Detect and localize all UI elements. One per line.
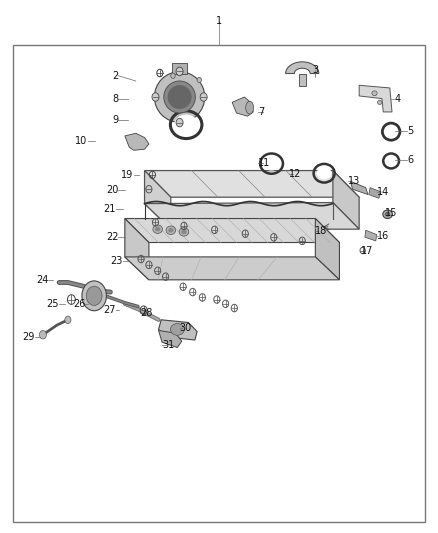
Text: 1: 1 (216, 17, 222, 26)
Circle shape (82, 281, 106, 311)
Ellipse shape (167, 85, 191, 109)
Bar (172, 63, 187, 74)
Text: 31: 31 (162, 340, 174, 350)
Circle shape (86, 286, 102, 305)
Polygon shape (350, 181, 368, 195)
Circle shape (176, 67, 183, 76)
Ellipse shape (164, 81, 195, 113)
Ellipse shape (170, 324, 184, 335)
Ellipse shape (179, 228, 189, 236)
Ellipse shape (155, 227, 160, 231)
Text: 14: 14 (377, 187, 389, 197)
Ellipse shape (181, 230, 187, 234)
Ellipse shape (263, 157, 280, 171)
Ellipse shape (317, 167, 332, 179)
Polygon shape (333, 171, 359, 229)
Polygon shape (159, 330, 182, 348)
Text: 18: 18 (315, 226, 328, 236)
Text: 17: 17 (361, 246, 374, 255)
Text: 13: 13 (348, 176, 360, 186)
Text: 2: 2 (112, 71, 118, 80)
Text: 11: 11 (258, 158, 271, 167)
Text: 7: 7 (258, 107, 265, 117)
Text: 26: 26 (73, 299, 85, 309)
Polygon shape (125, 219, 149, 280)
Text: 12: 12 (289, 169, 301, 179)
Text: 29: 29 (23, 332, 35, 342)
Polygon shape (365, 230, 377, 241)
Text: 30: 30 (180, 323, 192, 333)
Circle shape (197, 77, 201, 83)
Circle shape (39, 330, 46, 339)
Circle shape (146, 185, 152, 193)
Ellipse shape (154, 72, 205, 123)
Text: 23: 23 (110, 256, 123, 266)
Text: 6: 6 (407, 155, 413, 165)
Ellipse shape (153, 225, 162, 233)
Ellipse shape (386, 156, 396, 166)
Polygon shape (232, 97, 253, 116)
Circle shape (200, 93, 207, 101)
Polygon shape (125, 133, 149, 150)
Text: 10: 10 (75, 136, 88, 146)
Text: 28: 28 (140, 308, 152, 318)
Bar (13, 45, 425, 522)
Text: 27: 27 (103, 305, 116, 315)
Text: 4: 4 (394, 94, 400, 103)
Text: 16: 16 (377, 231, 389, 240)
Ellipse shape (385, 126, 397, 138)
Ellipse shape (168, 228, 173, 232)
Ellipse shape (383, 210, 392, 219)
Ellipse shape (378, 100, 382, 104)
Circle shape (171, 73, 175, 78)
Polygon shape (145, 171, 359, 197)
Polygon shape (159, 320, 197, 340)
Ellipse shape (385, 212, 390, 216)
Text: 5: 5 (407, 126, 413, 135)
Polygon shape (145, 203, 359, 229)
Text: 22: 22 (106, 232, 118, 242)
Polygon shape (125, 257, 339, 280)
Circle shape (176, 118, 183, 127)
Text: 24: 24 (36, 275, 48, 285)
Ellipse shape (246, 101, 254, 114)
Text: 8: 8 (112, 94, 118, 103)
Text: 21: 21 (104, 204, 116, 214)
Polygon shape (299, 74, 306, 86)
Text: 25: 25 (46, 299, 59, 309)
Text: 15: 15 (385, 208, 398, 218)
Circle shape (152, 93, 159, 101)
Ellipse shape (166, 226, 176, 235)
Text: 9: 9 (112, 115, 118, 125)
Polygon shape (359, 85, 392, 112)
Polygon shape (315, 219, 339, 280)
Polygon shape (369, 188, 381, 198)
Text: 20: 20 (106, 185, 118, 195)
Text: 19: 19 (121, 170, 134, 180)
Text: 3: 3 (312, 66, 318, 75)
Circle shape (65, 316, 71, 324)
Polygon shape (286, 62, 319, 74)
Ellipse shape (174, 115, 198, 135)
Polygon shape (145, 171, 171, 229)
Polygon shape (125, 219, 339, 243)
Ellipse shape (372, 91, 377, 96)
